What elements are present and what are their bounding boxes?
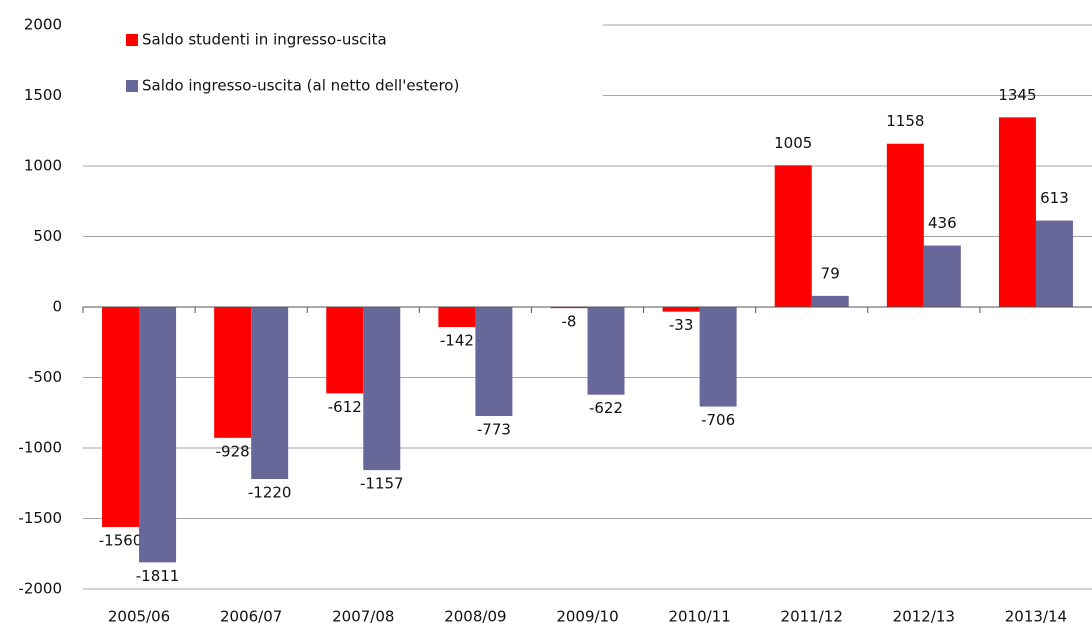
y-tick-label: 1500 xyxy=(24,86,62,104)
legend-swatch xyxy=(126,34,138,46)
value-label: 79 xyxy=(821,264,840,282)
value-label: -1157 xyxy=(360,475,404,493)
value-label: -142 xyxy=(440,332,474,350)
y-tick-label: 2000 xyxy=(24,16,62,34)
legend-swatch xyxy=(126,80,138,92)
bar xyxy=(214,307,252,438)
value-label: -773 xyxy=(477,420,511,438)
bar xyxy=(662,307,700,312)
x-tick-label: 2009/10 xyxy=(556,608,618,626)
value-label: 1158 xyxy=(886,112,924,130)
bar xyxy=(774,165,812,307)
y-tick-label: 500 xyxy=(33,227,62,245)
value-label: 436 xyxy=(928,214,957,232)
value-label: -1560 xyxy=(99,531,143,549)
bar xyxy=(998,117,1036,307)
value-label: -622 xyxy=(589,399,623,417)
y-tick-label: 0 xyxy=(52,298,62,316)
x-tick-label: 2006/07 xyxy=(220,608,282,626)
bar xyxy=(923,245,961,307)
x-tick-label: 2007/08 xyxy=(332,608,394,626)
y-tick-label: -2000 xyxy=(18,580,62,598)
bar xyxy=(438,307,476,328)
bar xyxy=(811,295,849,307)
bar xyxy=(363,307,401,471)
bar xyxy=(475,307,513,416)
bar xyxy=(699,307,737,407)
bar xyxy=(102,307,140,527)
value-label: -928 xyxy=(216,442,250,460)
bar xyxy=(550,307,588,309)
x-tick-label: 2005/06 xyxy=(108,608,170,626)
y-tick-label: -1000 xyxy=(18,439,62,457)
value-label: -612 xyxy=(328,398,362,416)
value-label: -706 xyxy=(701,411,735,429)
x-tick-label: 2008/09 xyxy=(444,608,506,626)
y-tick-label: 1000 xyxy=(24,157,62,175)
value-label: -33 xyxy=(669,316,694,334)
legend-label: Saldo studenti in ingresso-uscita xyxy=(142,31,387,49)
bar xyxy=(326,307,364,394)
value-label: -8 xyxy=(562,313,577,331)
legend-box xyxy=(83,8,603,100)
x-tick-label: 2012/13 xyxy=(893,608,955,626)
x-tick-label: 2013/14 xyxy=(1005,608,1067,626)
value-label: 1005 xyxy=(774,134,812,152)
y-tick-label: -500 xyxy=(28,368,62,386)
bar xyxy=(587,307,625,395)
value-label: 613 xyxy=(1040,189,1069,207)
y-tick-label: -1500 xyxy=(18,509,62,527)
bar xyxy=(139,307,177,563)
value-label: -1220 xyxy=(248,484,292,502)
bar xyxy=(1035,220,1073,307)
value-label: 1345 xyxy=(998,86,1036,104)
bar xyxy=(886,143,924,307)
bar xyxy=(251,307,289,480)
x-tick-label: 2011/12 xyxy=(781,608,843,626)
legend-label: Saldo ingresso-uscita (al netto dell'est… xyxy=(142,77,459,95)
value-label: -1811 xyxy=(136,567,180,585)
x-tick-label: 2010/11 xyxy=(668,608,730,626)
